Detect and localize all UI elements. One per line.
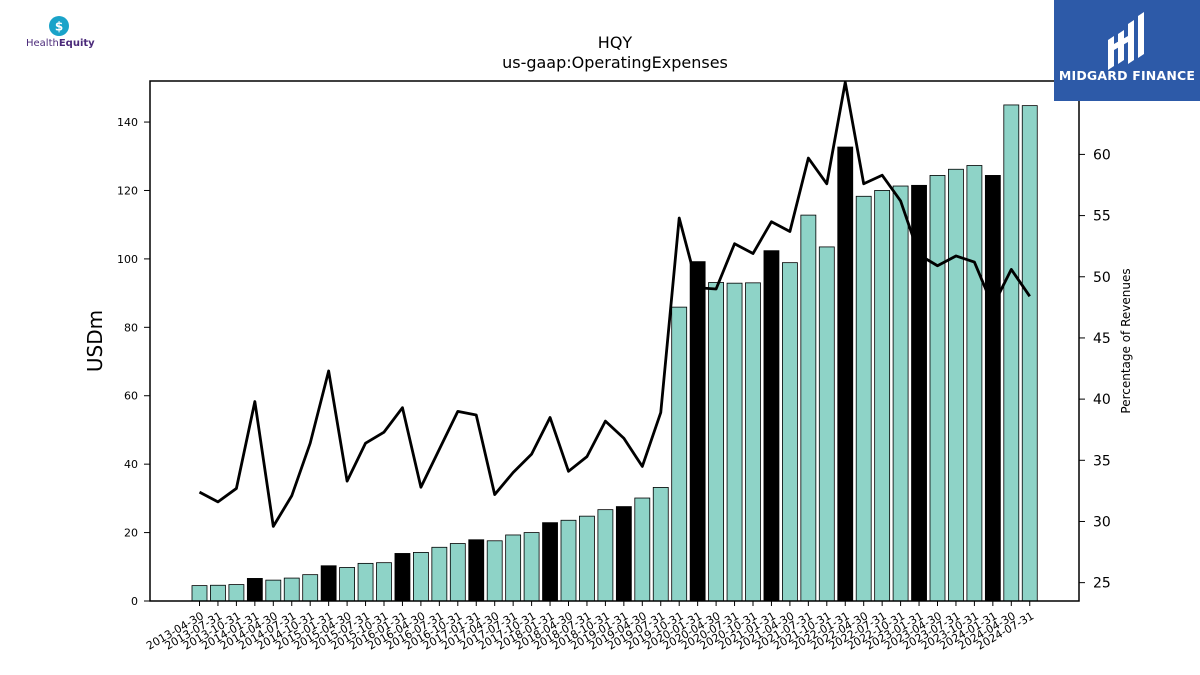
y-tick-label: 60 <box>124 390 138 403</box>
healthequity-wordmark: HealthEquity <box>26 38 95 49</box>
bar <box>468 539 485 602</box>
bar <box>357 562 374 602</box>
chart-title: HQY <box>598 33 633 52</box>
bar <box>874 190 891 602</box>
bar <box>837 146 854 602</box>
y2-tick-label: 55 <box>1093 209 1111 225</box>
healthequity-logo: $ HealthEquity <box>26 16 96 56</box>
bar <box>689 261 706 602</box>
bar <box>652 487 669 602</box>
bar <box>523 532 540 602</box>
bar <box>246 578 263 602</box>
bar <box>615 506 632 602</box>
brand-name: MIDGARD FINANCE <box>1058 68 1196 83</box>
ratio-line-group <box>198 80 1031 528</box>
bar <box>431 546 448 602</box>
y-axis-left: 0 20 40 60 80 100 120 140 <box>117 116 150 608</box>
y-tick-label: 40 <box>124 458 138 471</box>
bar <box>892 185 909 602</box>
bar <box>486 540 503 602</box>
y2-tick-label: 40 <box>1093 392 1111 408</box>
bar <box>560 519 577 602</box>
midgard-logo-icon <box>1108 12 1144 70</box>
bar <box>855 195 872 602</box>
bar <box>302 574 319 602</box>
y2-tick-label: 60 <box>1093 147 1111 163</box>
bar <box>671 306 688 602</box>
y-tick-label: 100 <box>117 253 138 266</box>
y-tick-label: 20 <box>124 527 138 540</box>
bar <box>542 522 558 602</box>
bar <box>634 497 651 602</box>
y-axis-right: 25 30 35 40 45 50 55 60 <box>1079 147 1111 592</box>
chart-subtitle: us-gaap:OperatingExpenses <box>502 53 728 72</box>
bar <box>948 168 964 602</box>
y-tick-label: 120 <box>117 184 138 197</box>
bar <box>579 515 595 602</box>
bar <box>210 584 226 602</box>
y-tick-label: 0 <box>131 595 138 608</box>
bars-group <box>191 104 1038 602</box>
y2-tick-label: 30 <box>1093 514 1111 530</box>
svg-text:$: $ <box>55 20 63 34</box>
bar <box>191 585 208 602</box>
bar <box>929 175 946 602</box>
bar <box>763 250 780 602</box>
bar <box>1021 105 1038 602</box>
bar <box>394 553 411 602</box>
bar <box>911 184 927 602</box>
y2-tick-label: 35 <box>1093 453 1111 469</box>
plot-frame <box>149 80 1080 602</box>
bar <box>376 562 392 602</box>
healthequity-dollar-icon: $ <box>49 16 69 36</box>
bar <box>1003 104 1020 602</box>
bar <box>283 577 300 602</box>
bar <box>412 552 429 602</box>
y2-axis-label: Percentage of Revenues <box>1119 268 1133 413</box>
bar <box>984 175 1001 602</box>
bar <box>800 214 817 602</box>
bar <box>966 165 983 602</box>
bar <box>320 565 337 602</box>
y-tick-label: 80 <box>124 321 138 334</box>
y-axis-label: USDm <box>83 310 107 372</box>
midgard-finance-brand: MIDGARD FINANCE <box>1054 0 1200 101</box>
bar <box>708 282 724 602</box>
bar <box>339 567 356 602</box>
bar <box>745 282 761 602</box>
bar <box>597 509 614 602</box>
bar <box>505 534 522 602</box>
bar <box>726 282 743 602</box>
bar <box>782 262 798 602</box>
ratio-line <box>198 80 1031 528</box>
bar <box>228 584 245 602</box>
y-tick-label: 140 <box>117 116 138 129</box>
bar <box>449 543 466 602</box>
y2-tick-label: 45 <box>1093 331 1111 347</box>
y2-tick-label: 50 <box>1093 270 1111 286</box>
bar <box>265 579 282 602</box>
y2-tick-label: 25 <box>1093 576 1111 592</box>
bar <box>818 246 835 602</box>
x-axis: 2013-04-302013-07-312013-10-312014-01-31… <box>144 601 1036 653</box>
